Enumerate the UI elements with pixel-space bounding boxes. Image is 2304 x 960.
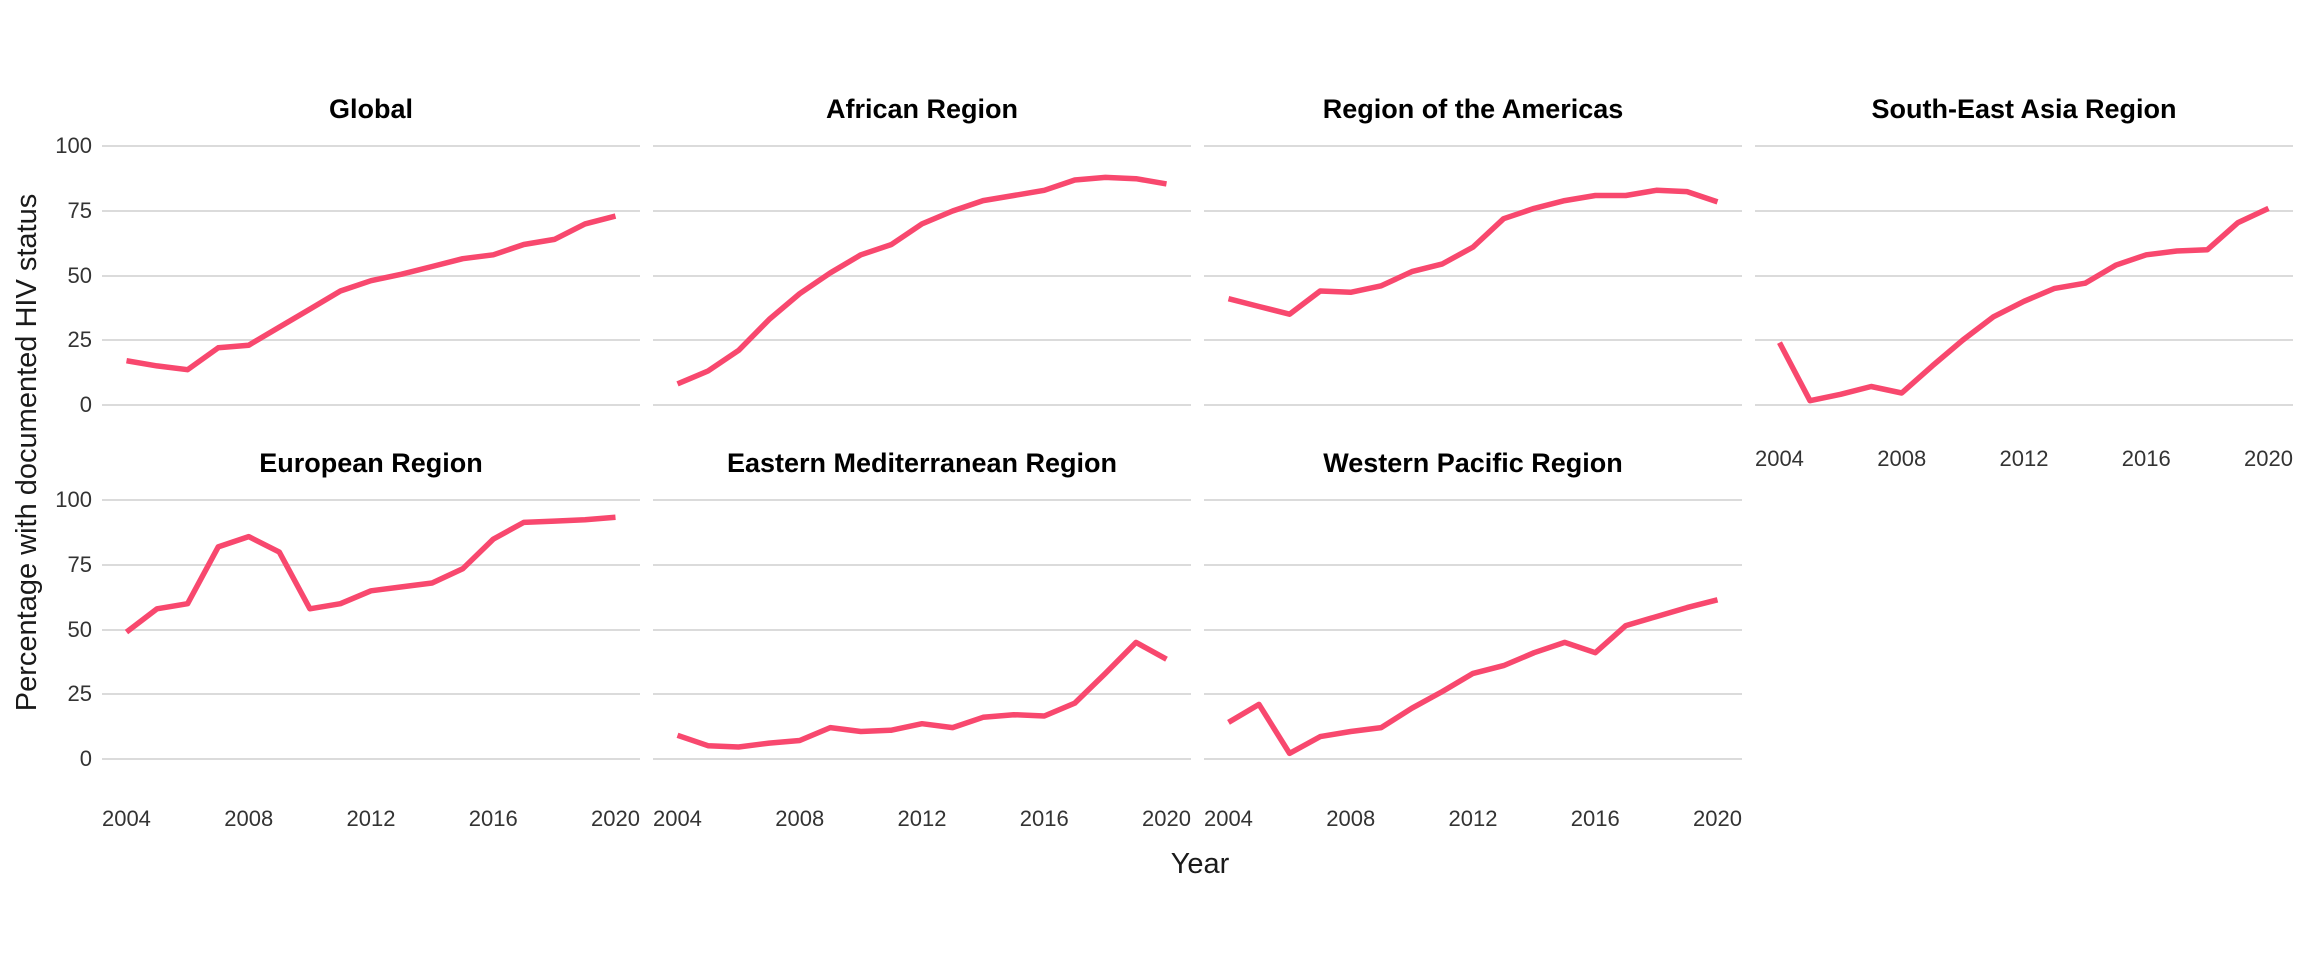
x-tick-label: 2012 [1999,446,2049,471]
gridline [653,339,1191,342]
gridline [653,628,1191,631]
facet-title-african-region: African Region [825,94,1019,124]
gridline [102,145,640,148]
line-chart-svg [653,133,1191,418]
trend-line-western-pacific-region [1229,600,1718,754]
x-tick-label: 2016 [1570,806,1620,831]
x-tick-label: 2004 [652,806,702,831]
gridline [653,145,1191,148]
gridline [1204,209,1742,212]
gridline [1204,499,1742,502]
gridline [102,563,640,566]
gridline [102,274,640,277]
gridline [102,757,640,760]
gridline [653,499,1191,502]
line-chart-svg [1204,133,1742,418]
y-tick-label: 0 [79,391,92,417]
y-tick-label: 75 [67,197,92,223]
gridline [1204,145,1742,148]
x-tick-label: 2004 [1203,806,1253,831]
x-tick-label: 2020 [1693,806,1742,831]
line-chart-svg [1755,133,2293,418]
gridline [102,339,640,342]
facet-panel-eastern-mediterranean-region [653,487,1191,772]
gridline [1204,403,1742,406]
facet-title-eastern-mediterranean-region: Eastern Mediterranean Region [726,448,1118,478]
trend-line-south-east-asia-region [1780,208,2269,400]
x-tick-label: 2016 [468,806,518,831]
y-tick-label: 100 [55,487,92,513]
facet-title-region-of-the-americas: Region of the Americas [1322,94,1624,124]
gridline [653,757,1191,760]
y-tick-label: 0 [79,745,92,771]
gridline [653,563,1191,566]
gridline [102,403,640,406]
x-tick-label: 2008 [1326,806,1376,831]
trend-line-african-region [678,177,1167,384]
line-chart-svg [102,133,640,418]
y-tick-label: 75 [67,551,92,577]
facet-panel-south-east-asia-region [1755,133,2293,418]
x-tick-label: 2008 [775,806,825,831]
x-tick-label: 2020 [2244,446,2293,471]
gridline [1755,339,2293,342]
trend-line-region-of-the-americas [1229,190,1718,314]
facet-panel-global [102,133,640,418]
x-tick-label: 2012 [897,806,947,831]
gridline [1755,403,2293,406]
line-chart-svg [1204,487,1742,772]
x-tick-label: 2012 [346,806,396,831]
gridline [1204,628,1742,631]
gridline [653,403,1191,406]
facet-title-global: Global [328,94,413,124]
y-tick-label: 25 [67,681,92,707]
facet-title-western-pacific-region: Western Pacific Region [1323,448,1623,478]
y-tick-label: 50 [67,616,92,642]
x-tick-label: 2020 [1142,806,1191,831]
x-axis-title: Year [1170,848,1230,880]
facet-panel-western-pacific-region [1204,487,1742,772]
trend-line-eastern-mediterranean-region [678,642,1167,747]
x-tick-label: 2004 [101,806,151,831]
gridline [1755,209,2293,212]
gridline [1204,693,1742,696]
line-chart-svg [102,487,640,772]
gridline [1204,274,1742,277]
facet-panel-region-of-the-americas [1204,133,1742,418]
gridline [102,693,640,696]
gridline [1204,339,1742,342]
gridline [102,209,640,212]
gridline [653,693,1191,696]
x-tick-label: 2008 [1877,446,1927,471]
gridline [653,274,1191,277]
gridline [102,628,640,631]
gridline [1755,145,2293,148]
gridline [1204,563,1742,566]
y-axis-title: Percentage with documented HIV status [2,133,54,772]
gridline [1204,757,1742,760]
y-tick-label: 25 [67,327,92,353]
x-tick-label: 2020 [591,806,640,831]
facet-panel-african-region [653,133,1191,418]
line-chart-svg [653,487,1191,772]
gridline [102,499,640,502]
x-tick-label: 2016 [1019,806,1069,831]
x-tick-label: 2004 [1754,446,1804,471]
trend-line-european-region [127,517,616,632]
x-tick-label: 2008 [224,806,274,831]
facet-title-european-region: European Region [259,448,483,478]
facet-title-south-east-asia-region: South-East Asia Region [1871,94,2177,124]
trend-line-global [127,216,616,370]
y-tick-label: 50 [67,262,92,288]
y-tick-label: 100 [55,133,92,159]
x-tick-label: 2012 [1448,806,1498,831]
x-tick-label: 2016 [2121,446,2171,471]
gridline [653,209,1191,212]
gridline [1755,274,2293,277]
facet-panel-european-region [102,487,640,772]
